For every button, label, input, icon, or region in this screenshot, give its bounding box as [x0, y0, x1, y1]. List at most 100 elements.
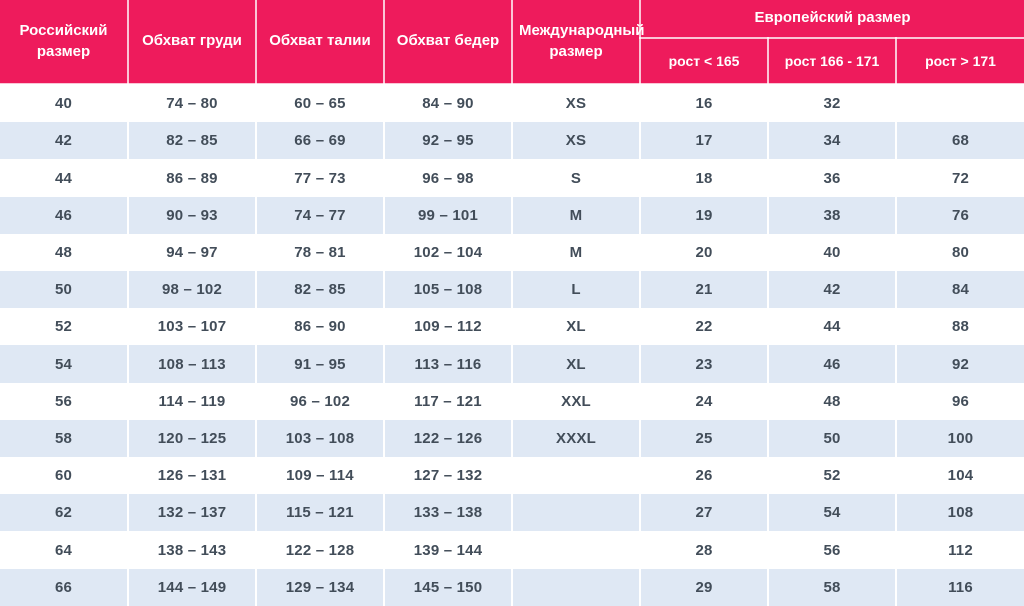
cell-height-lt-165: 29 — [640, 568, 769, 606]
cell-waist: 103 – 108 — [256, 419, 385, 458]
cell-hips: 84 – 90 — [384, 84, 513, 123]
cell-height-166-171: 38 — [768, 196, 897, 234]
cell-hips: 96 – 98 — [384, 159, 513, 197]
cell-russian-size: 60 — [0, 457, 129, 495]
cell-height-lt-165: 26 — [640, 457, 769, 495]
cell-height-166-171: 50 — [768, 419, 897, 458]
cell-height-gt-171: 76 — [896, 196, 1024, 234]
header-international-size: Международный размер — [511, 0, 644, 85]
cell-russian-size: 46 — [0, 196, 129, 234]
header-chest: Обхват груди — [127, 0, 257, 85]
cell-hips: 105 – 108 — [384, 271, 513, 309]
cell-chest: 82 – 85 — [128, 122, 257, 160]
cell-height-166-171: 42 — [768, 271, 897, 309]
cell-height-166-171: 32 — [768, 84, 897, 123]
cell-height-lt-165: 16 — [640, 84, 769, 123]
cell-waist: 77 – 73 — [256, 159, 385, 197]
cell-russian-size: 64 — [0, 531, 129, 569]
cell-height-lt-165: 18 — [640, 159, 769, 197]
cell-hips: 139 – 144 — [384, 531, 513, 569]
table-row: 42 82 – 85 66 – 69 92 – 95 XS 17 34 68 — [0, 122, 1024, 160]
cell-height-lt-165: 20 — [640, 233, 769, 272]
cell-international-size: S — [512, 159, 641, 197]
cell-height-lt-165: 28 — [640, 531, 769, 569]
cell-hips: 102 – 104 — [384, 233, 513, 272]
cell-chest: 114 – 119 — [128, 382, 257, 420]
cell-waist: 82 – 85 — [256, 271, 385, 309]
cell-russian-size: 54 — [0, 345, 129, 383]
cell-chest: 144 – 149 — [128, 568, 257, 606]
cell-height-lt-165: 23 — [640, 345, 769, 383]
cell-height-166-171: 52 — [768, 457, 897, 495]
cell-international-size: M — [512, 233, 641, 272]
cell-height-gt-171: 84 — [896, 271, 1024, 309]
cell-height-lt-165: 17 — [640, 122, 769, 160]
cell-height-166-171: 34 — [768, 122, 897, 160]
cell-waist: 78 – 81 — [256, 233, 385, 272]
cell-hips: 122 – 126 — [384, 419, 513, 458]
cell-hips: 117 – 121 — [384, 382, 513, 420]
cell-height-gt-171: 108 — [896, 494, 1024, 532]
cell-height-lt-165: 27 — [640, 494, 769, 532]
cell-waist: 122 – 128 — [256, 531, 385, 569]
cell-international-size — [512, 494, 641, 532]
cell-international-size: XS — [512, 84, 641, 123]
cell-height-gt-171: 96 — [896, 382, 1024, 420]
cell-hips: 127 – 132 — [384, 457, 513, 495]
cell-height-gt-171: 88 — [896, 308, 1024, 346]
table-row: 64 138 – 143 122 – 128 139 – 144 28 56 112 — [0, 531, 1024, 569]
cell-hips: 133 – 138 — [384, 494, 513, 532]
cell-hips: 145 – 150 — [384, 568, 513, 606]
cell-height-lt-165: 21 — [640, 271, 769, 309]
cell-chest: 120 – 125 — [128, 419, 257, 458]
cell-hips: 109 – 112 — [384, 308, 513, 346]
cell-height-gt-171: 80 — [896, 233, 1024, 272]
table-header: Российский размер Обхват груди Обхват та… — [0, 0, 1024, 85]
cell-chest: 126 – 131 — [128, 457, 257, 495]
cell-russian-size: 62 — [0, 494, 129, 532]
table-row: 40 74 – 80 60 – 65 84 – 90 XS 16 32 — [0, 84, 1024, 123]
cell-chest: 138 – 143 — [128, 531, 257, 569]
cell-international-size: XS — [512, 122, 641, 160]
table-row: 52 103 – 107 86 – 90 109 – 112 XL 22 44 88 — [0, 308, 1024, 346]
cell-height-166-171: 44 — [768, 308, 897, 346]
cell-international-size: XL — [512, 308, 641, 346]
cell-waist: 60 – 65 — [256, 84, 385, 123]
cell-height-gt-171: 72 — [896, 159, 1024, 197]
cell-height-gt-171: 68 — [896, 122, 1024, 160]
cell-height-lt-165: 19 — [640, 196, 769, 234]
header-height-lt-165: рост < 165 — [640, 37, 769, 85]
table-row: 58 120 – 125 103 – 108 122 – 126 XXXL 25 50 100 — [0, 419, 1024, 458]
cell-height-gt-171 — [896, 84, 1024, 123]
table-row: 54 108 – 113 91 – 95 113 – 116 XL 23 46 92 — [0, 345, 1024, 383]
cell-international-size: XXL — [512, 382, 641, 420]
cell-height-lt-165: 22 — [640, 308, 769, 346]
table-row: 50 98 – 102 82 – 85 105 – 108 L 21 42 84 — [0, 271, 1024, 309]
cell-hips: 92 – 95 — [384, 122, 513, 160]
cell-chest: 74 – 80 — [128, 84, 257, 123]
cell-height-166-171: 58 — [768, 568, 897, 606]
table-row: 48 94 – 97 78 – 81 102 – 104 M 20 40 80 — [0, 233, 1024, 272]
cell-waist: 115 – 121 — [256, 494, 385, 532]
cell-russian-size: 58 — [0, 419, 129, 458]
cell-height-gt-171: 116 — [896, 568, 1024, 606]
cell-international-size — [512, 568, 641, 606]
cell-russian-size: 44 — [0, 159, 129, 197]
cell-chest: 108 – 113 — [128, 345, 257, 383]
cell-height-gt-171: 92 — [896, 345, 1024, 383]
cell-hips: 99 – 101 — [384, 196, 513, 234]
table-row: 62 132 – 137 115 – 121 133 – 138 27 54 108 — [0, 494, 1024, 532]
cell-height-gt-171: 112 — [896, 531, 1024, 569]
cell-height-166-171: 40 — [768, 233, 897, 272]
cell-waist: 66 – 69 — [256, 122, 385, 160]
cell-international-size: XXXL — [512, 419, 641, 458]
cell-russian-size: 48 — [0, 233, 129, 272]
cell-height-166-171: 48 — [768, 382, 897, 420]
cell-waist: 86 – 90 — [256, 308, 385, 346]
cell-russian-size: 42 — [0, 122, 129, 160]
cell-russian-size: 52 — [0, 308, 129, 346]
cell-international-size — [512, 531, 641, 569]
cell-russian-size: 56 — [0, 382, 129, 420]
cell-waist: 109 – 114 — [256, 457, 385, 495]
